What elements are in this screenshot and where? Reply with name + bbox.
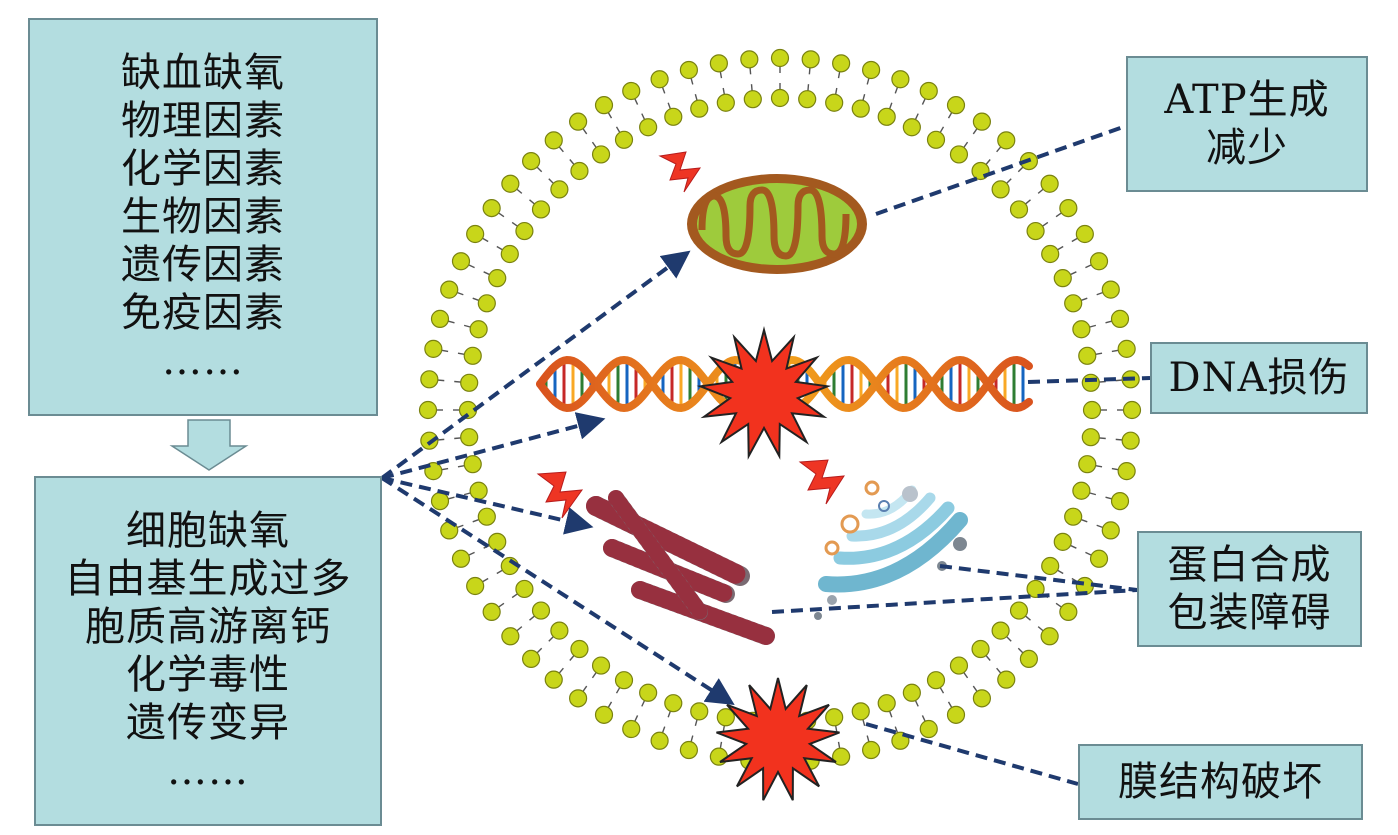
membrane-outcome-box: 膜结构破坏 [1078, 744, 1363, 820]
mechanism-item: 化学毒性 [126, 652, 290, 698]
causes-box: 缺血缺氧 物理因素 化学因素 生物因素 遗传因素 免疫因素 …… [28, 18, 378, 416]
mechanism-item: 遗传变异 [126, 700, 290, 746]
membrane-damage-burst-icon [716, 677, 840, 801]
mechanism-item: …… [167, 748, 249, 794]
mechanisms-box: 细胞缺氧 自由基生成过多 胞质高游离钙 化学毒性 遗传变异 …… [34, 476, 382, 826]
dna-outcome-box: DNA损伤 [1150, 342, 1368, 414]
outcome-label: 包装障碍 [1167, 590, 1332, 636]
cause-item: 物理因素 [121, 98, 285, 144]
mitochondrion [687, 174, 867, 274]
outcome-label: ATP生成 [1164, 77, 1330, 123]
protein-outcome-box: 蛋白合成 包装障碍 [1137, 531, 1362, 647]
outcome-label: DNA损伤 [1168, 355, 1350, 401]
outcome-connectors [771, 124, 1151, 786]
lightning-icon [536, 471, 584, 519]
lightning-icon [658, 151, 702, 193]
outcome-label: 膜结构破坏 [1118, 759, 1323, 805]
cause-item: 遗传因素 [121, 242, 285, 288]
cause-item: 缺血缺氧 [121, 50, 285, 96]
endoplasmic-reticulum [586, 490, 775, 645]
mechanism-item: 自由基生成过多 [64, 556, 352, 602]
atp-outcome-box: ATP生成 减少 [1126, 56, 1368, 192]
outcome-label: 减少 [1206, 125, 1288, 171]
cause-item: 生物因素 [121, 194, 285, 240]
mechanism-item: 胞质高游离钙 [85, 604, 331, 650]
lightning-icon [798, 459, 845, 505]
golgi-apparatus [814, 480, 968, 620]
cause-item: 免疫因素 [121, 290, 285, 336]
pathway-arrows [380, 250, 735, 706]
outcome-label: 蛋白合成 [1167, 542, 1332, 588]
cause-item: …… [162, 338, 244, 384]
down-arrow [169, 419, 249, 471]
mechanism-item: 细胞缺氧 [126, 508, 290, 554]
cause-item: 化学因素 [121, 146, 285, 192]
dna-damage-burst-icon [696, 326, 832, 460]
